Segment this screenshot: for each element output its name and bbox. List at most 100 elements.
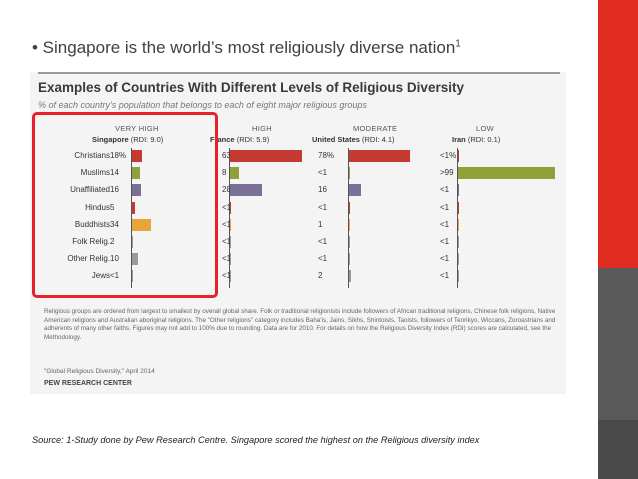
chart-footnote: Religious groups are ordered from larges… [44,308,556,341]
value-label-singapore-5: 2 [110,237,115,246]
bar-united-states-2 [349,184,362,197]
row-label-folk-relig: Folk Relig. [72,237,110,246]
chart-source: "Global Religious Diversity," April 2014 [44,368,155,375]
country-name-united-states: United States [312,135,360,144]
value-label-united-states-5: <1 [318,237,328,246]
bar-united-states-3 [349,201,350,214]
country-heading-france: France (RDI: 5.9) [210,135,269,144]
bar-france-3 [230,201,231,214]
level-heading-iran: LOW [476,124,494,133]
row-label-other-relig: Other Relig. [67,254,110,264]
bar-united-states-1 [349,167,350,180]
value-label-france-6: <1 [222,254,232,264]
value-label-france-4: <1 [222,219,232,229]
bar-france-5 [230,236,231,248]
bar-iran-0 [458,150,459,162]
value-label-singapore-4: 34 [110,219,119,229]
rdi-score-singapore: (RDI: 9.0) [128,135,164,144]
value-label-united-states-6: <1 [318,254,328,264]
rdi-score-iran: (RDI: 0.1) [465,135,501,144]
bar-united-states-5 [349,236,350,248]
bar-iran-2 [458,184,459,197]
bar-france-7 [230,270,231,283]
level-heading-united-states: MODERATE [353,124,398,133]
value-label-iran-2: <1 [440,185,450,195]
value-label-france-5: <1 [222,237,232,246]
country-heading-iran: Iran (RDI: 0.1) [452,135,500,144]
value-label-united-states-2: 16 [318,185,327,195]
value-label-iran-5: <1 [440,237,450,246]
row-label-buddhists: Buddhists [74,219,110,229]
side-bar-gray-block [598,268,638,420]
value-label-singapore-6: 10 [110,254,119,264]
bar-iran-5 [458,236,459,248]
row-label-muslims: Muslims [80,168,110,178]
slide-side-bar [598,0,638,479]
bar-singapore-7 [132,270,133,283]
bar-iran-4 [458,218,459,231]
bar-singapore-4 [132,218,151,231]
value-label-united-states-7: 2 [318,271,323,281]
bar-france-0 [230,150,303,162]
bar-singapore-3 [132,201,135,214]
side-bar-dark-block [598,420,638,479]
bar-iran-1 [458,167,556,180]
rdi-score-united-states: (RDI: 4.1) [359,135,395,144]
value-label-united-states-1: <1 [318,168,328,178]
axis-line-singapore [131,148,132,288]
bar-singapore-2 [132,184,141,197]
value-label-iran-6: <1 [440,254,450,264]
country-name-iran: Iran [452,135,466,144]
value-label-singapore-0: 18% [110,151,127,160]
value-label-united-states-4: 1 [318,219,323,229]
bar-france-1 [230,167,240,180]
bar-france-4 [230,218,231,231]
singapore-highlight-box [32,112,218,298]
axis-line-united-states [348,148,349,288]
axis-line-iran [457,148,458,288]
country-name-singapore: Singapore [92,135,129,144]
value-label-iran-3: <1 [440,202,450,212]
value-label-france-1: 8 [222,168,227,178]
row-label-jews: Jews [91,271,110,281]
country-name-france: France [210,135,235,144]
chart-credit: PEW RESEARCH CENTER [44,380,132,387]
row-label-hindus: Hindus [85,202,110,212]
bar-united-states-4 [349,218,350,231]
rdi-score-france: (RDI: 5.9) [234,135,270,144]
level-heading-france: HIGH [252,124,272,133]
chart-title: Examples of Countries With Different Lev… [38,80,464,95]
slide-bullet: • Singapore is the world’s most religiou… [32,38,461,58]
bar-iran-7 [458,270,459,283]
side-bar-red-block [598,0,638,268]
value-label-singapore-3: 5 [110,202,115,212]
value-label-iran-1: >99 [440,168,454,178]
value-label-france-2: 28 [222,185,231,195]
bar-united-states-7 [349,270,351,283]
bar-france-2 [230,184,263,197]
bar-iran-6 [458,253,459,266]
chart-subtitle: % of each country's population that belo… [38,100,367,110]
bar-united-states-0 [349,150,410,162]
value-label-singapore-2: 16 [110,185,119,195]
country-heading-united-states: United States (RDI: 4.1) [312,135,395,144]
row-label-christians: Christians [74,151,110,160]
value-label-iran-7: <1 [440,271,450,281]
value-label-france-7: <1 [222,271,232,281]
bar-united-states-6 [349,253,350,266]
level-heading-singapore: VERY HIGH [115,124,159,133]
source-note: Source: 1-Study done by Pew Research Cen… [32,435,480,445]
bar-singapore-1 [132,167,140,180]
value-label-iran-4: <1 [440,219,450,229]
bar-singapore-5 [132,236,134,248]
bar-iran-3 [458,201,459,214]
value-label-iran-0: <1% [440,151,457,160]
row-label-unaffiliated: Unaffiliated [70,185,110,195]
bullet-superscript: 1 [455,38,461,50]
value-label-france-3: <1 [222,202,232,212]
country-heading-singapore: Singapore (RDI: 9.0) [92,135,163,144]
pew-chart-figure: Examples of Countries With Different Lev… [30,72,566,394]
bar-france-6 [230,253,231,266]
axis-line-france [229,148,230,288]
bullet-text: • Singapore is the world’s most religiou… [32,38,456,57]
